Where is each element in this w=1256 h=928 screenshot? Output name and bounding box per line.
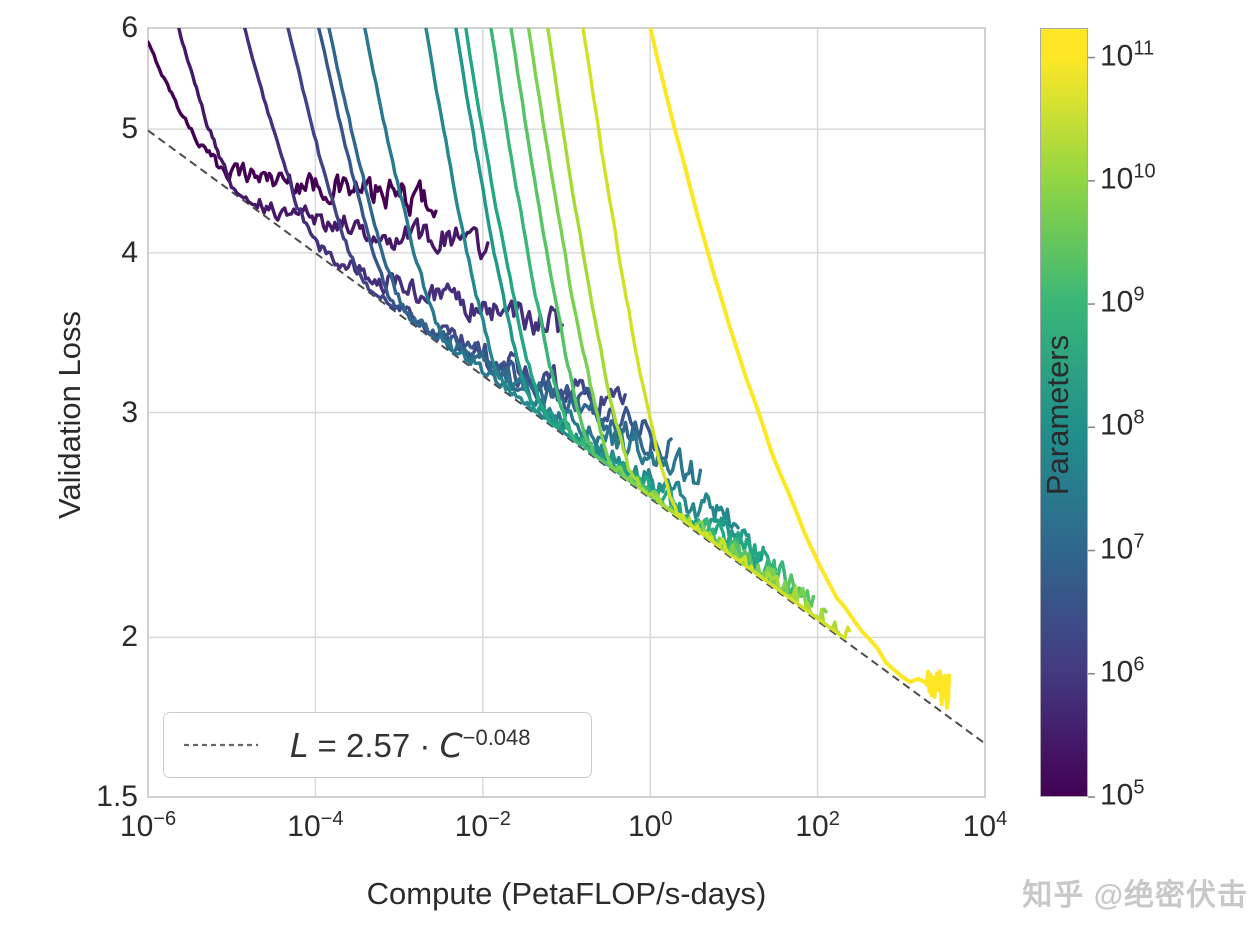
colorbar-tick-label: 107 [1100, 530, 1145, 566]
legend-dashed-line-sample [184, 743, 258, 747]
x-tick-label: 102 [795, 808, 840, 843]
legend-box: L = 2.57 · C−0.048 [163, 712, 592, 778]
formula-coef: 2.57 [346, 726, 411, 764]
x-tick-label: 10−2 [454, 808, 511, 843]
frontier-fit-line [148, 129, 985, 745]
y-tick-label: 5 [121, 112, 138, 146]
y-axis-title: Validation Loss [52, 311, 87, 519]
x-tick-label: 10−4 [287, 808, 344, 843]
x-tick-label: 10−6 [119, 808, 177, 843]
colorbar-tick-label: 106 [1100, 653, 1145, 689]
colorbar-tick-label: 1010 [1100, 160, 1156, 196]
y-tick-label: 3 [121, 395, 138, 429]
learning-curve-1e8.6 [464, 28, 778, 572]
formula-lhs: L [290, 725, 309, 765]
legend-formula: L = 2.57 · C−0.048 [290, 724, 531, 765]
colorbar-gradient [1040, 28, 1088, 797]
y-tick-label: 2 [121, 620, 138, 654]
x-axis-title: Compute (PetaFLOP/s-days) [366, 876, 767, 911]
plot-border [147, 27, 986, 798]
learning-curve-1e5.4 [177, 28, 490, 261]
y-tick-label: 4 [121, 235, 138, 269]
y-tick-label: 6 [121, 11, 138, 44]
learning-curve-1e11 [648, 28, 951, 710]
learning-curve-1e10.2 [546, 28, 841, 635]
colorbar-tick-label: 108 [1100, 406, 1145, 442]
formula-var: C [439, 725, 463, 765]
formula-exponent: −0.048 [462, 724, 531, 750]
colorbar-title: Parameters [1040, 334, 1075, 496]
watermark-text: 知乎 @绝密伏击 [1022, 879, 1248, 912]
x-tick-label: 100 [627, 808, 673, 843]
x-tick-label: 104 [962, 808, 1008, 843]
learning-curve-1e8.2 [454, 28, 765, 570]
learning-curve-1e7.8 [424, 28, 740, 530]
learning-curve-1e5.8 [242, 28, 564, 336]
y-tick-label: 1.5 [96, 780, 138, 813]
colorbar-tick-label: 1011 [1100, 37, 1155, 73]
colorbar-tick-label: 109 [1100, 283, 1145, 319]
learning-curve-1e7 [327, 28, 673, 461]
learning-curve-1e10.6 [581, 28, 852, 640]
learning-curve-1e9 [489, 28, 799, 599]
learning-curve-1e6.2 [286, 28, 627, 419]
colorbar-tick-label: 105 [1100, 776, 1145, 812]
learning-curve-1e9.8 [526, 28, 828, 622]
learning-curve-1e6.6 [316, 28, 657, 452]
